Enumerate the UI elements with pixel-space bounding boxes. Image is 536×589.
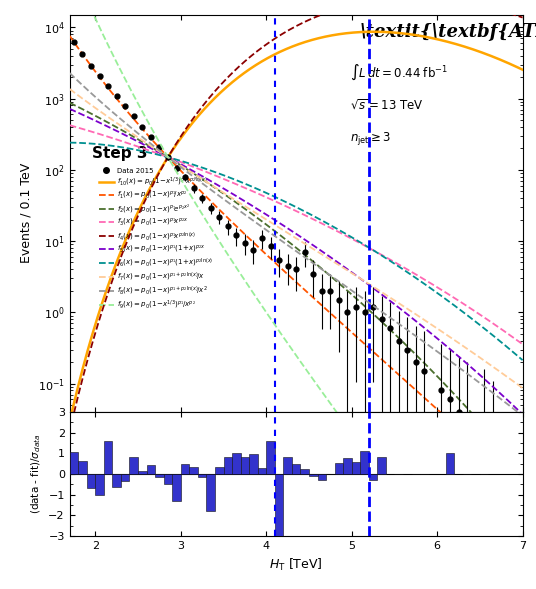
Bar	[70, 452, 78, 474]
Bar	[446, 454, 454, 474]
Text: $\int L\,dt = 0.44\;\mathrm{fb}^{-1}$: $\int L\,dt = 0.44\;\mathrm{fb}^{-1}$	[351, 62, 449, 82]
Text: $\sqrt{s} = 13\;\mathrm{TeV}$: $\sqrt{s} = 13\;\mathrm{TeV}$	[351, 98, 424, 112]
Bar	[146, 465, 155, 474]
Bar	[360, 451, 369, 474]
Bar	[121, 474, 130, 481]
Bar	[377, 458, 386, 474]
Bar	[155, 474, 163, 477]
Bar	[206, 474, 215, 511]
Bar	[232, 454, 241, 474]
Bar	[87, 474, 95, 488]
Y-axis label: (data - fit)/$\sigma_{data}$: (data - fit)/$\sigma_{data}$	[29, 434, 43, 514]
Bar	[78, 461, 87, 474]
Bar	[163, 474, 172, 484]
Bar	[172, 474, 181, 501]
Bar	[104, 441, 113, 474]
Bar	[181, 464, 189, 474]
Bar	[249, 454, 258, 474]
Bar	[113, 474, 121, 487]
Bar	[266, 441, 275, 474]
Bar	[300, 469, 309, 474]
Bar	[369, 474, 377, 480]
Bar	[258, 468, 266, 474]
Text: Step 3: Step 3	[92, 146, 148, 161]
Bar	[292, 464, 300, 474]
Bar	[343, 458, 352, 474]
Bar	[95, 474, 104, 495]
Bar	[198, 474, 206, 477]
Bar	[317, 474, 326, 480]
Bar	[130, 458, 138, 474]
Bar	[138, 471, 146, 474]
Legend: Data 2015, $f_{10}(x) = p_0(1\!-\!x^{1/3})^{p_1}\!x^{p_2\ln(x)}$, $f_1(x) = p_0(: Data 2015, $f_{10}(x) = p_0(1\!-\!x^{1/3…	[96, 165, 216, 314]
Bar	[189, 466, 198, 474]
Bar	[352, 462, 360, 474]
Bar	[215, 466, 224, 474]
Bar	[224, 458, 232, 474]
Text: $n_{\mathrm{jet}} \geq 3$: $n_{\mathrm{jet}} \geq 3$	[351, 130, 392, 147]
Y-axis label: Events / 0.1 TeV: Events / 0.1 TeV	[19, 163, 32, 263]
X-axis label: $H_{\mathrm{T}}$ [TeV]: $H_{\mathrm{T}}$ [TeV]	[269, 557, 323, 573]
Bar	[241, 458, 249, 474]
Text: \textit{\textbf{ATLAS}}: \textit{\textbf{ATLAS}}	[360, 22, 536, 41]
Bar	[275, 474, 284, 536]
Bar	[334, 462, 343, 474]
Bar	[284, 458, 292, 474]
Bar	[309, 474, 317, 476]
